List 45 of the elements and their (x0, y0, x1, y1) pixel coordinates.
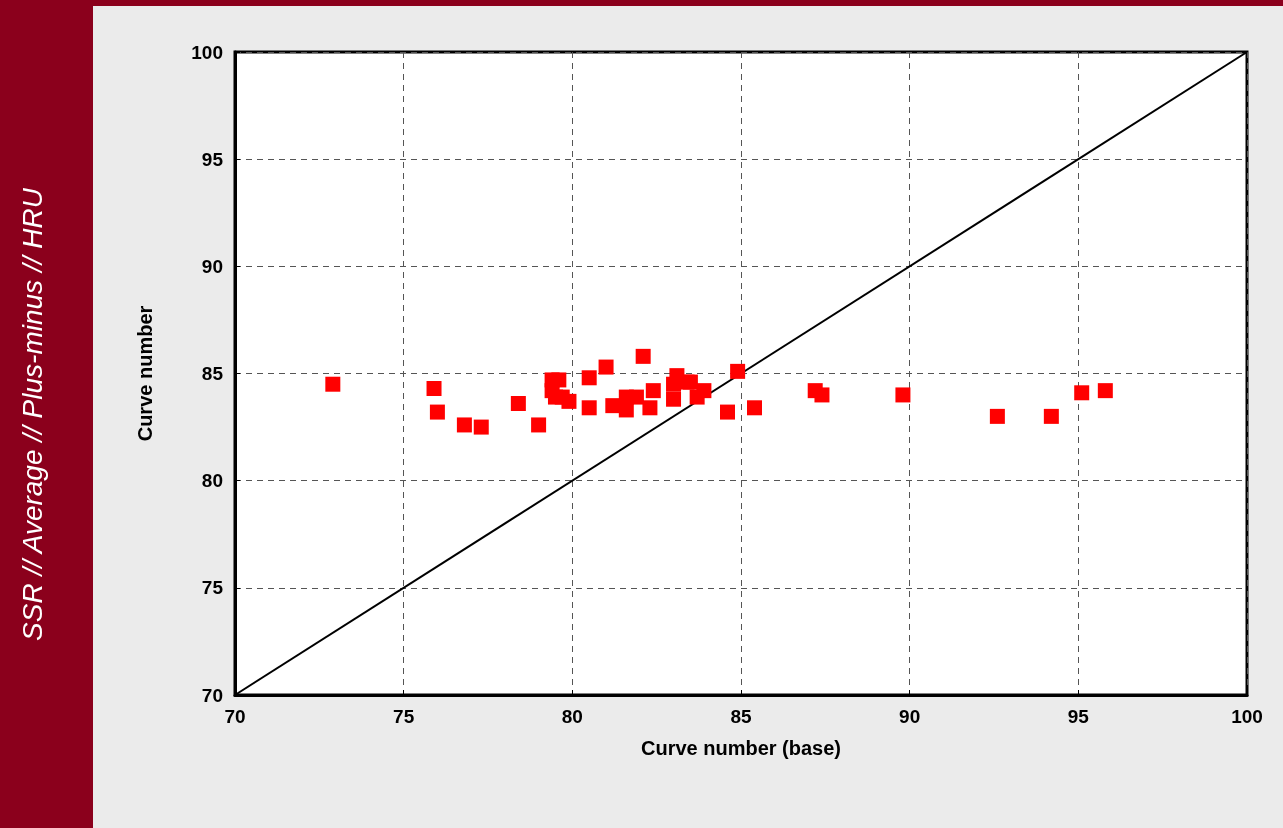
y-tick-label: 90 (201, 255, 223, 277)
x-axis-title: Curve number (base) (640, 737, 842, 759)
text: SSR // Average // Plus-minus // HRU (16, 187, 48, 641)
point (581, 400, 597, 416)
point (618, 402, 634, 418)
x-tick-label: 70 (224, 706, 246, 727)
point (325, 376, 341, 392)
point (642, 400, 658, 416)
point (746, 400, 762, 416)
point (730, 363, 746, 379)
point (1097, 383, 1113, 399)
x-tick-label: 100 (1231, 706, 1263, 727)
point (429, 404, 445, 420)
point (473, 419, 489, 435)
point (635, 348, 651, 364)
x-tick-label: 90 (899, 706, 921, 727)
point (456, 417, 472, 433)
point (666, 391, 682, 407)
y-axis-title: Curve number (134, 305, 156, 442)
y-tick-label: 100 (191, 41, 223, 63)
point (895, 387, 911, 403)
x-tick-label: 85 (730, 706, 752, 727)
point (645, 383, 661, 399)
point (581, 370, 597, 386)
y-tick-label: 75 (201, 577, 224, 599)
y-tick-label: 80 (201, 470, 223, 492)
point (628, 389, 644, 405)
point (696, 383, 712, 399)
y-tick-label: 85 (201, 363, 224, 384)
point (561, 393, 577, 409)
point (605, 398, 621, 414)
x-tick-label: 80 (561, 706, 583, 727)
point (426, 381, 442, 396)
point (598, 359, 614, 375)
x-tick-label: 75 (393, 706, 415, 727)
point (1074, 385, 1090, 401)
point (720, 404, 736, 420)
point (814, 387, 830, 403)
point (989, 408, 1005, 424)
point (1043, 408, 1059, 424)
y-tick-label: 95 (201, 148, 224, 170)
point (531, 417, 547, 433)
y-tick-label: 70 (201, 684, 223, 706)
point (510, 396, 526, 412)
x-tick-label: 95 (1067, 706, 1090, 727)
